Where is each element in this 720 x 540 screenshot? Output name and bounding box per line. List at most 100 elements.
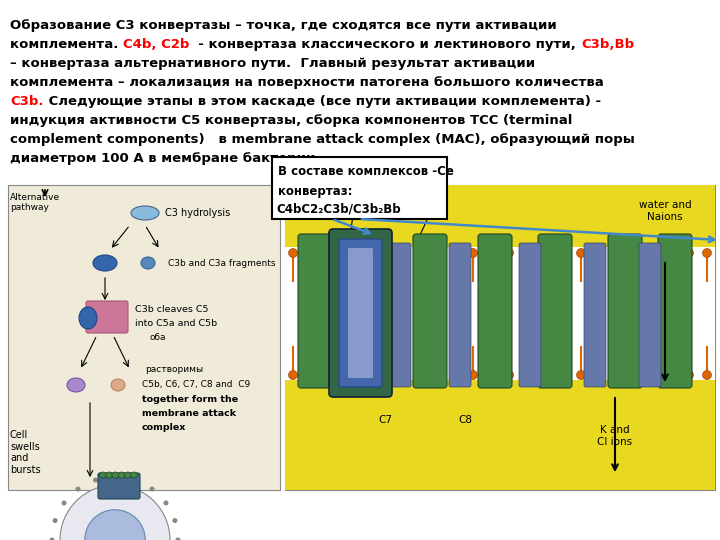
Ellipse shape (60, 485, 170, 540)
Ellipse shape (93, 255, 117, 271)
Ellipse shape (379, 248, 387, 258)
Text: together form the: together form the (142, 395, 238, 403)
Text: комплемента.: комплемента. (10, 38, 123, 51)
Text: C3b,Bb: C3b,Bb (581, 38, 634, 51)
Ellipse shape (631, 248, 639, 258)
Ellipse shape (53, 518, 58, 523)
Ellipse shape (433, 248, 441, 258)
Ellipse shape (130, 472, 138, 478)
Ellipse shape (141, 257, 155, 269)
Ellipse shape (307, 248, 315, 258)
Ellipse shape (631, 370, 639, 380)
Ellipse shape (595, 370, 603, 380)
Text: complex: complex (142, 422, 186, 431)
Ellipse shape (667, 370, 675, 380)
Ellipse shape (79, 307, 97, 329)
Text: В составе комплексов -Се: В составе комплексов -Се (278, 165, 454, 178)
Ellipse shape (132, 477, 137, 483)
FancyBboxPatch shape (98, 473, 140, 499)
Ellipse shape (703, 370, 711, 380)
FancyBboxPatch shape (478, 234, 512, 388)
Ellipse shape (487, 248, 495, 258)
Ellipse shape (50, 537, 55, 540)
Ellipse shape (577, 370, 585, 380)
Text: комплемента – локализация на поверхности патогена большого количества: комплемента – локализация на поверхности… (10, 76, 604, 89)
Ellipse shape (361, 370, 369, 380)
Ellipse shape (93, 477, 98, 483)
FancyBboxPatch shape (339, 239, 382, 387)
Text: C7: C7 (378, 415, 392, 425)
FancyBboxPatch shape (285, 247, 715, 380)
Text: Образование С3 конвертазы – точка, где сходятся все пути активации: Образование С3 конвертазы – точка, где с… (10, 19, 557, 32)
Text: water and
Naions: water and Naions (639, 200, 691, 221)
Ellipse shape (343, 370, 351, 380)
Text: Alternative
pathway: Alternative pathway (10, 193, 60, 212)
Ellipse shape (172, 518, 177, 523)
Ellipse shape (61, 501, 66, 505)
FancyBboxPatch shape (86, 301, 128, 333)
Ellipse shape (577, 248, 585, 258)
Ellipse shape (379, 370, 387, 380)
FancyBboxPatch shape (449, 243, 471, 387)
Text: into C5a and C5b: into C5a and C5b (135, 320, 217, 328)
Text: C3b cleaves C5: C3b cleaves C5 (135, 306, 209, 314)
Ellipse shape (125, 472, 131, 478)
Ellipse shape (325, 248, 333, 258)
FancyBboxPatch shape (329, 229, 392, 397)
Ellipse shape (523, 248, 531, 258)
Ellipse shape (131, 206, 159, 220)
Ellipse shape (106, 472, 113, 478)
Ellipse shape (289, 370, 297, 380)
FancyBboxPatch shape (413, 234, 447, 388)
Ellipse shape (118, 472, 125, 478)
Ellipse shape (397, 370, 405, 380)
Ellipse shape (505, 370, 513, 380)
FancyBboxPatch shape (658, 234, 692, 388)
Ellipse shape (451, 248, 459, 258)
Ellipse shape (343, 248, 351, 258)
Ellipse shape (613, 370, 621, 380)
FancyBboxPatch shape (272, 157, 447, 219)
Ellipse shape (649, 248, 657, 258)
Text: C5b, C6, C7, C8 and  C9: C5b, C6, C7, C8 and C9 (142, 381, 251, 389)
Ellipse shape (595, 248, 603, 258)
FancyBboxPatch shape (584, 243, 606, 387)
Ellipse shape (451, 370, 459, 380)
Ellipse shape (361, 248, 369, 258)
FancyBboxPatch shape (285, 380, 715, 490)
Text: C6: C6 (433, 192, 447, 202)
FancyBboxPatch shape (348, 248, 373, 378)
Text: C3 hydrolysis: C3 hydrolysis (165, 208, 230, 218)
Ellipse shape (613, 248, 621, 258)
Ellipse shape (397, 248, 405, 258)
Text: C4b, C2b: C4b, C2b (123, 38, 189, 51)
Ellipse shape (176, 537, 181, 540)
Text: диаметром 100 А в мембране бактерии.: диаметром 100 А в мембране бактерии. (10, 152, 320, 165)
Text: - конвертаза классического и лектинового пути,: - конвертаза классического и лектинового… (189, 38, 581, 51)
Ellipse shape (76, 487, 81, 491)
Ellipse shape (559, 370, 567, 380)
Ellipse shape (67, 378, 85, 392)
Ellipse shape (433, 370, 441, 380)
Text: растворимы: растворимы (145, 366, 203, 375)
Ellipse shape (112, 475, 117, 480)
Ellipse shape (289, 248, 297, 258)
Ellipse shape (685, 248, 693, 258)
Text: – конвертаза альтернативного пути.  Главный результат активации: – конвертаза альтернативного пути. Главн… (10, 57, 535, 70)
Ellipse shape (163, 501, 168, 505)
FancyBboxPatch shape (519, 243, 541, 387)
Text: C3b and C3a fragments: C3b and C3a fragments (168, 259, 276, 267)
Text: Следующие этапы в этом каскаде (все пути активации комплемента) -: Следующие этапы в этом каскаде (все пути… (43, 95, 600, 108)
FancyBboxPatch shape (298, 234, 332, 388)
Text: оба: оба (150, 334, 166, 342)
Ellipse shape (505, 248, 513, 258)
Ellipse shape (523, 370, 531, 380)
Text: C9: C9 (393, 210, 407, 220)
Ellipse shape (469, 370, 477, 380)
Ellipse shape (703, 248, 711, 258)
Ellipse shape (415, 248, 423, 258)
Text: membrane attack: membrane attack (142, 408, 236, 417)
Ellipse shape (685, 370, 693, 380)
Text: C5b: C5b (340, 192, 360, 202)
FancyBboxPatch shape (639, 243, 661, 387)
